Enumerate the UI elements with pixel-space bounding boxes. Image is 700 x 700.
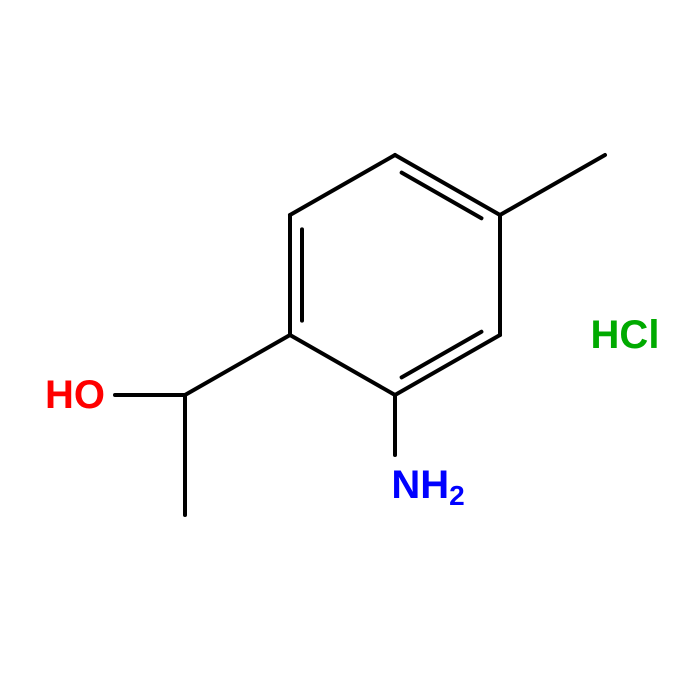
atom-label-hcl: HCl [591,313,660,357]
atom-label-layer: HONH2HCl [45,311,662,511]
atom-label-oh: HO [45,373,105,417]
molecule-diagram: HONH2HCl [0,0,700,700]
bond-layer [115,155,605,515]
